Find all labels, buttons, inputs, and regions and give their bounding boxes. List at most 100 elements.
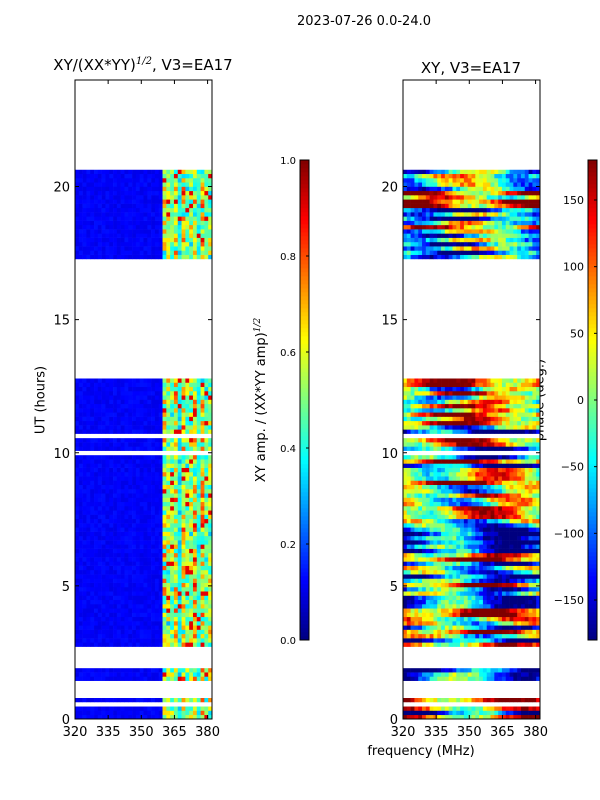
- heatmap-cell: [181, 608, 186, 613]
- heatmap-cell: [471, 531, 476, 537]
- heatmap-cell: [441, 510, 446, 515]
- heatmap-cell: [456, 667, 461, 673]
- heatmap-cell: [422, 697, 427, 703]
- heatmap-cell: [444, 557, 449, 562]
- heatmap-cell: [170, 437, 175, 443]
- heatmap-cell: [181, 603, 186, 609]
- colorbar-segment: [300, 520, 309, 525]
- heatmap-cell: [422, 514, 427, 520]
- heatmap-cell: [181, 229, 186, 234]
- heatmap-cell: [501, 531, 507, 537]
- heatmap-cell: [433, 510, 438, 515]
- heatmap-cell: [403, 603, 408, 609]
- heatmap-cell: [524, 569, 529, 575]
- heatmap-cell: [86, 467, 91, 473]
- heatmap-cell: [467, 574, 472, 579]
- heatmap-cell: [113, 638, 118, 643]
- heatmap-cell: [505, 557, 510, 562]
- heatmap-cell: [528, 535, 533, 541]
- heatmap-cell: [486, 582, 491, 588]
- heatmap-cell: [444, 616, 449, 622]
- heatmap-cell: [444, 608, 449, 613]
- heatmap-cell: [177, 378, 182, 383]
- heatmap-cell: [490, 608, 495, 613]
- heatmap-cell: [82, 514, 87, 520]
- colorbar-segment: [300, 188, 309, 193]
- heatmap-cell: [204, 190, 209, 196]
- heatmap-cell: [185, 169, 190, 175]
- heatmap-cell: [151, 621, 156, 626]
- heatmap-cell: [97, 552, 102, 558]
- heatmap-cell: [124, 561, 129, 566]
- heatmap-cell: [105, 420, 110, 426]
- heatmap-cell: [124, 446, 129, 451]
- heatmap-cell: [528, 706, 533, 711]
- heatmap-cell: [154, 182, 160, 187]
- heatmap-cell: [441, 621, 446, 626]
- heatmap-cell: [154, 612, 160, 618]
- colorbar-segment: [300, 396, 309, 401]
- heatmap-cell: [200, 506, 205, 511]
- heatmap-cell: [105, 561, 110, 566]
- heatmap-cell: [120, 459, 125, 464]
- heatmap-cell: [467, 586, 472, 592]
- heatmap-cell: [482, 616, 488, 622]
- heatmap-cell: [189, 638, 194, 643]
- heatmap-cell: [475, 569, 480, 575]
- heatmap-cell: [170, 386, 175, 392]
- heatmap-cell: [196, 565, 201, 571]
- colorbar-segment: [300, 488, 309, 493]
- heatmap-cell: [444, 595, 449, 601]
- heatmap-cell: [94, 390, 99, 396]
- heatmap-cell: [94, 199, 99, 204]
- heatmap-cell: [505, 710, 510, 716]
- heatmap-cell: [147, 190, 152, 196]
- heatmap-cell: [498, 569, 503, 575]
- heatmap-cell: [151, 395, 156, 400]
- heatmap-cell: [116, 561, 121, 566]
- heatmap-cell: [204, 493, 209, 498]
- heatmap-cell: [101, 493, 106, 498]
- heatmap-cell: [204, 535, 209, 541]
- heatmap-cell: [105, 574, 110, 579]
- heatmap-cell: [513, 697, 518, 703]
- heatmap-cell: [189, 237, 194, 243]
- heatmap-cell: [116, 578, 121, 583]
- heatmap-cell: [414, 497, 419, 503]
- heatmap-cell: [524, 714, 529, 720]
- heatmap-cell: [479, 523, 484, 528]
- heatmap-cell: [532, 591, 537, 596]
- heatmap-cell: [467, 535, 472, 541]
- heatmap-cell: [422, 501, 427, 507]
- heatmap-cell: [501, 552, 507, 558]
- heatmap-cell: [517, 672, 522, 677]
- heatmap-cell: [479, 582, 484, 588]
- heatmap-cell: [154, 246, 160, 251]
- heatmap-cell: [135, 565, 140, 571]
- heatmap-cell: [120, 429, 125, 434]
- heatmap-cell: [94, 710, 99, 716]
- heatmap-cell: [520, 518, 526, 524]
- heatmap-cell: [120, 697, 125, 703]
- heatmap-cell: [97, 625, 102, 630]
- heatmap-cell: [189, 186, 194, 192]
- colorbar-segment: [300, 580, 309, 585]
- heatmap-cell: [139, 412, 144, 417]
- heatmap-cell: [189, 586, 194, 592]
- heatmap-cell: [139, 535, 144, 541]
- heatmap-cell: [422, 540, 427, 545]
- heatmap-cell: [132, 557, 137, 562]
- heatmap-cell: [467, 518, 472, 524]
- heatmap-cell: [154, 224, 160, 230]
- heatmap-cell: [116, 420, 121, 426]
- heatmap-cell: [105, 399, 110, 405]
- heatmap-cell: [177, 527, 182, 532]
- heatmap-cell: [173, 169, 179, 175]
- heatmap-cell: [463, 625, 468, 630]
- heatmap-cell: [513, 603, 518, 609]
- heatmap-cell: [154, 390, 160, 396]
- heatmap-cell: [536, 574, 541, 579]
- heatmap-cell: [437, 638, 442, 643]
- heatmap-cell: [78, 186, 83, 192]
- heatmap-cell: [208, 518, 213, 524]
